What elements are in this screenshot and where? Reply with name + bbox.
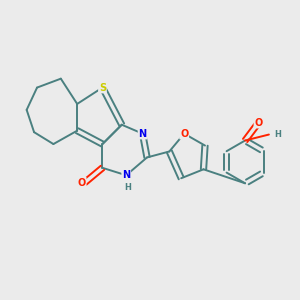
Text: H: H — [274, 130, 281, 139]
Text: H: H — [124, 183, 131, 192]
Text: N: N — [122, 170, 130, 180]
Text: S: S — [99, 82, 106, 93]
Text: O: O — [254, 118, 262, 128]
Text: N: N — [139, 129, 147, 139]
Text: O: O — [77, 178, 86, 188]
Text: O: O — [180, 129, 188, 139]
